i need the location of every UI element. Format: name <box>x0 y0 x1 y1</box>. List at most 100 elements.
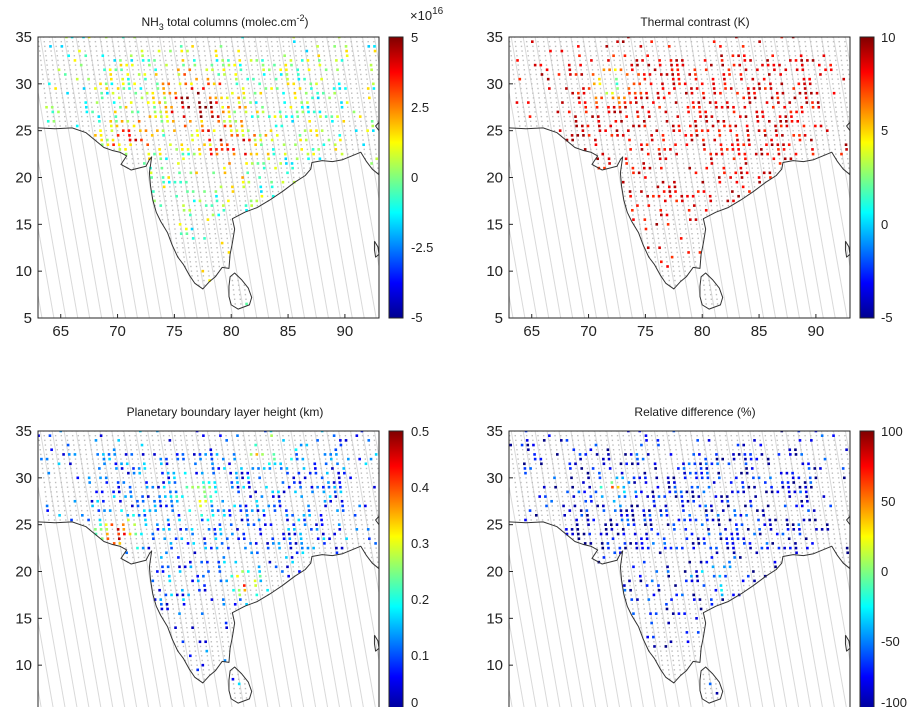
grid-point <box>212 167 214 169</box>
observation-point <box>167 176 171 179</box>
grid-point <box>376 111 378 113</box>
grid-point <box>247 566 249 568</box>
grid-point <box>674 284 677 286</box>
grid-point <box>808 120 810 122</box>
observation-point <box>582 91 586 95</box>
grid-point <box>693 247 695 249</box>
grid-point <box>149 514 152 516</box>
grid-point <box>671 115 673 118</box>
observation-point <box>304 91 308 95</box>
grid-point <box>183 608 186 610</box>
grid-point <box>618 55 620 57</box>
grid-point <box>606 139 608 141</box>
grid-point <box>831 125 834 127</box>
grid-point <box>249 50 251 52</box>
grid-point <box>208 45 211 48</box>
grid-point <box>619 158 622 160</box>
observation-point <box>165 157 168 161</box>
observation-point <box>704 110 707 114</box>
grid-point <box>157 139 160 141</box>
grid-point <box>260 584 263 587</box>
grid-point <box>831 73 833 76</box>
grid-point <box>357 542 360 545</box>
grid-point <box>99 78 101 80</box>
orbit-track <box>350 431 379 596</box>
grid-point <box>218 172 220 174</box>
grid-point <box>213 270 215 272</box>
grid-point <box>189 608 192 610</box>
observation-point <box>816 101 820 104</box>
grid-point <box>341 64 344 66</box>
grid-point <box>339 40 341 43</box>
grid-point <box>352 55 354 57</box>
grid-point <box>179 622 182 624</box>
grid-point <box>683 172 686 174</box>
grid-point <box>794 55 797 57</box>
grid-point <box>685 87 687 90</box>
grid-point <box>652 50 654 52</box>
grid-point <box>558 125 561 127</box>
observation-point <box>192 152 196 156</box>
observation-point <box>337 37 341 39</box>
orbit-track <box>594 37 645 318</box>
grid-point <box>198 491 200 493</box>
grid-point <box>735 129 738 132</box>
observation-point <box>118 148 122 151</box>
observation-point <box>764 87 767 90</box>
observation-point <box>46 120 50 123</box>
grid-point <box>208 40 210 43</box>
grid-point <box>699 209 702 211</box>
grid-point <box>86 509 89 512</box>
observation-point <box>803 87 807 90</box>
observation-point <box>708 194 712 198</box>
observation-point <box>675 152 678 156</box>
grid-point <box>307 500 309 502</box>
grid-point <box>77 87 80 90</box>
grid-point <box>273 547 275 549</box>
grid-point <box>688 256 690 258</box>
grid-point <box>644 83 647 85</box>
grid-point <box>225 92 228 94</box>
grid-point <box>189 556 191 559</box>
grid-point <box>844 40 846 43</box>
observation-point <box>645 143 649 147</box>
grid-point <box>79 500 82 502</box>
observation-point <box>732 63 736 67</box>
grid-point <box>44 491 47 493</box>
observation-point <box>198 101 201 104</box>
grid-point <box>686 190 688 193</box>
grid-point <box>739 158 741 160</box>
observation-point <box>279 162 282 165</box>
grid-point <box>50 50 52 52</box>
grid-point <box>200 162 202 165</box>
grid-point <box>185 129 187 132</box>
grid-point <box>97 64 99 66</box>
grid-point <box>617 92 619 94</box>
grid-point <box>124 538 126 540</box>
observation-point <box>262 68 265 72</box>
grid-point <box>343 125 346 127</box>
observation-point <box>647 63 651 67</box>
grid-point <box>794 101 797 104</box>
grid-point <box>253 83 255 85</box>
grid-point <box>125 500 127 502</box>
grid-point <box>709 55 711 57</box>
grid-point <box>224 617 227 620</box>
grid-point <box>345 92 347 94</box>
observation-point <box>745 171 749 175</box>
grid-point <box>233 158 236 160</box>
grid-point <box>225 139 228 141</box>
grid-point <box>304 134 307 137</box>
grid-point <box>160 69 163 71</box>
observation-point <box>805 101 809 104</box>
grid-point <box>224 570 227 573</box>
grid-point <box>823 148 825 151</box>
grid-point <box>264 519 266 521</box>
grid-point <box>216 106 218 108</box>
grid-point <box>203 284 206 286</box>
observation-point <box>695 134 699 137</box>
grid-point <box>660 120 663 122</box>
grid-point <box>676 111 678 113</box>
orbit-track <box>290 431 340 707</box>
